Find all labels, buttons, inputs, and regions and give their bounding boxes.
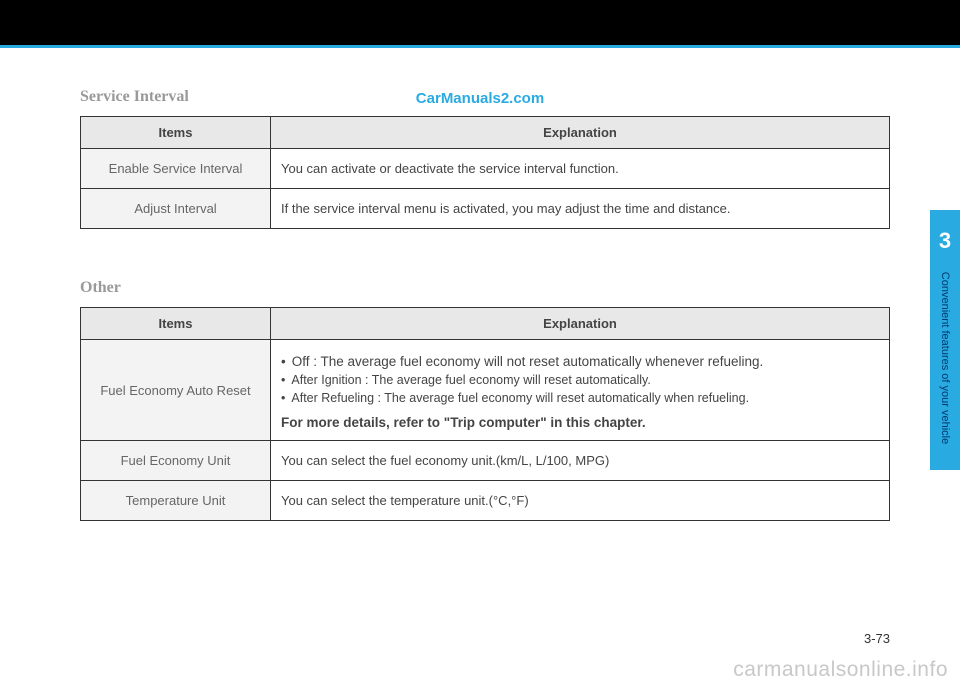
item-cell: Adjust Interval [81,189,271,229]
list-item: •After Ignition : The average fuel econo… [281,373,879,387]
table-row: Fuel Economy Unit You can select the fue… [81,441,890,481]
list-item: •Off : The average fuel economy will not… [281,354,879,369]
expl-cell: You can select the fuel economy unit.(km… [271,441,890,481]
chapter-label: Convenient features of your vehicle [939,272,951,444]
table-row: Enable Service Interval You can activate… [81,149,890,189]
page-content: CarManuals2.com Service Interval Items E… [0,48,960,571]
expl-cell: If the service interval menu is activate… [271,189,890,229]
bullet-list: •Off : The average fuel economy will not… [281,354,879,405]
page-number: 3-73 [864,631,890,646]
item-cell: Temperature Unit [81,481,271,521]
service-interval-table: Items Explanation Enable Service Interva… [80,116,890,229]
item-cell: Enable Service Interval [81,149,271,189]
watermark-top: CarManuals2.com [416,90,544,107]
bullet-text: Off : The average fuel economy will not … [292,354,764,369]
top-black-bar [0,0,960,45]
expl-cell: •Off : The average fuel economy will not… [271,340,890,441]
expl-cell: You can activate or deactivate the servi… [271,149,890,189]
item-cell: Fuel Economy Unit [81,441,271,481]
bullet-text: After Ignition : The average fuel econom… [291,373,650,387]
table-header-row: Items Explanation [81,117,890,149]
watermark-bottom: carmanualsonline.info [733,658,948,682]
table-row: Fuel Economy Auto Reset •Off : The avera… [81,340,890,441]
table-row: Adjust Interval If the service interval … [81,189,890,229]
table-header-row: Items Explanation [81,308,890,340]
expl-cell: You can select the temperature unit.(°C,… [271,481,890,521]
col-items: Items [81,308,271,340]
section2-title: Other [80,279,890,297]
col-explanation: Explanation [271,308,890,340]
list-item: •After Refueling : The average fuel econ… [281,391,879,405]
table-row: Temperature Unit You can select the temp… [81,481,890,521]
chapter-number: 3 [939,228,951,254]
bullet-text: After Refueling : The average fuel econo… [291,391,749,405]
item-cell: Fuel Economy Auto Reset [81,340,271,441]
col-items: Items [81,117,271,149]
chapter-tab: 3 Convenient features of your vehicle [930,210,960,470]
other-table: Items Explanation Fuel Economy Auto Rese… [80,307,890,521]
note-text: For more details, refer to "Trip compute… [281,415,879,430]
col-explanation: Explanation [271,117,890,149]
